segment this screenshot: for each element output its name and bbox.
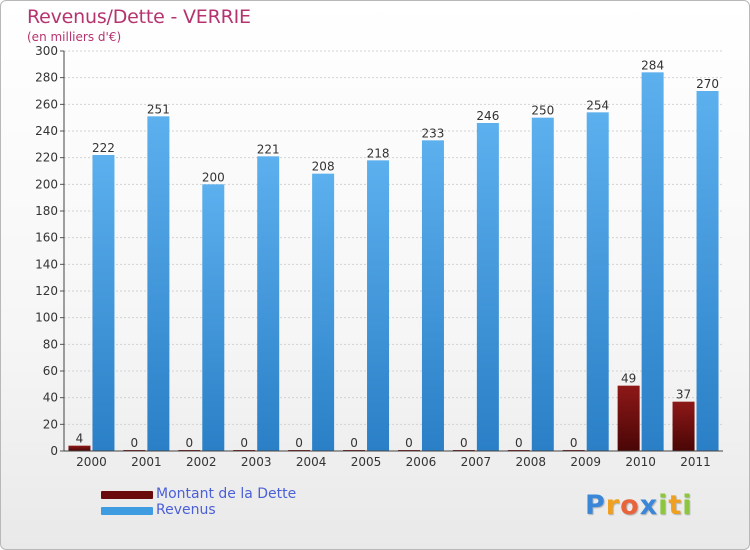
x-tick-label: 2008 (516, 455, 547, 469)
y-tick-label: 180 (35, 204, 58, 218)
x-tick-label: 2004 (296, 455, 327, 469)
chart-subtitle: (en milliers d'€) (27, 30, 122, 44)
bar-revenus (367, 160, 390, 452)
y-tick-label: 140 (35, 257, 58, 271)
y-tick-label: 280 (35, 71, 58, 85)
logo-letter: P (585, 490, 606, 521)
bar-dette (617, 385, 640, 451)
x-tick-label: 2005 (351, 455, 382, 469)
x-tick-label: 2001 (131, 455, 162, 469)
data-label-revenus: 233 (422, 126, 445, 140)
data-label-dette: 0 (460, 436, 468, 450)
legend-label-dette: Montant de la Dette (156, 486, 297, 502)
logo-letter: o (620, 490, 640, 521)
logo-letter: i (658, 490, 669, 521)
bar-revenus (531, 117, 554, 452)
data-label-revenus: 250 (531, 104, 554, 118)
data-label-revenus: 284 (641, 58, 664, 72)
bar-revenus (257, 156, 280, 452)
data-label-revenus: 251 (147, 102, 170, 116)
bar-revenus (421, 140, 444, 452)
y-axis: 0 20 40 60 80 100 120 140 160 180 200 220 240 260 280 3… (35, 44, 65, 458)
data-labels: 4 222 0 251 0 200 0 221 0 208 0 218 0 233 0 246 0 250 0 254… (76, 58, 719, 450)
data-label-dette: 49 (621, 372, 636, 386)
data-label-revenus: 218 (367, 146, 390, 160)
logo-letter: i (682, 490, 693, 521)
bar-revenus (202, 184, 225, 452)
y-tick-label: 120 (35, 284, 58, 298)
proxiti-logo: Proxiti (585, 490, 693, 521)
x-tick-label: 2007 (461, 455, 492, 469)
x-tick-label: 2009 (570, 455, 601, 469)
x-tick-label: 2006 (406, 455, 437, 469)
logo-letter: r (605, 490, 621, 521)
x-tick-label: 2002 (186, 455, 217, 469)
x-axis: 2000 2001 2002 2003 2004 2005 2006 2007 2008 2009… (64, 450, 723, 469)
y-tick-label: 100 (35, 311, 58, 325)
data-label-dette: 0 (185, 436, 193, 450)
bar-revenus (312, 173, 335, 451)
y-tick-label: 220 (35, 151, 58, 165)
data-label-dette: 37 (676, 388, 691, 402)
data-label-dette: 0 (131, 436, 139, 450)
data-label-dette: 0 (350, 436, 358, 450)
bar-revenus (147, 116, 170, 451)
y-tick-label: 0 (50, 444, 58, 458)
data-label-dette: 4 (76, 432, 84, 446)
data-label-dette: 0 (405, 436, 413, 450)
bar-revenus (92, 155, 115, 451)
legend-swatch-dette (101, 491, 153, 499)
y-tick-label: 40 (43, 391, 58, 405)
data-label-dette: 0 (515, 436, 523, 450)
bar-dette (68, 445, 91, 451)
legend-label-revenus: Revenus (156, 502, 216, 518)
y-tick-label: 160 (35, 231, 58, 245)
legend-swatch-revenus (101, 507, 153, 515)
logo-letter: t (668, 490, 683, 521)
y-tick-label: 200 (35, 177, 58, 191)
x-tick-label: 2011 (680, 455, 711, 469)
data-label-revenus: 221 (257, 142, 280, 156)
grid-lines (64, 50, 723, 452)
y-tick-label: 300 (35, 44, 58, 58)
x-tick-label: 2000 (76, 455, 107, 469)
x-tick-label: 2010 (625, 455, 656, 469)
data-label-dette: 0 (295, 436, 303, 450)
data-label-dette: 0 (570, 436, 578, 450)
data-label-revenus: 246 (476, 109, 499, 123)
y-tick-label: 60 (43, 364, 58, 378)
x-tick-label: 2003 (241, 455, 272, 469)
chart-title: Revenus/Dette - VERRIE (27, 6, 251, 28)
bar-revenus (696, 91, 719, 451)
y-tick-label: 260 (35, 97, 58, 111)
data-label-revenus: 270 (696, 77, 719, 91)
bar-dette (672, 401, 695, 451)
data-label-revenus: 200 (202, 170, 225, 184)
bar-revenus (476, 123, 499, 451)
data-label-revenus: 208 (312, 160, 335, 174)
logo-letter: x (639, 490, 659, 521)
bar-revenus (586, 112, 609, 451)
data-label-dette: 0 (240, 436, 248, 450)
data-label-revenus: 222 (92, 141, 115, 155)
y-tick-label: 20 (43, 417, 58, 431)
bar-revenus (641, 72, 664, 451)
data-label-revenus: 254 (586, 98, 609, 112)
bar-group (68, 72, 719, 452)
y-tick-label: 80 (43, 337, 58, 351)
y-tick-label: 240 (35, 124, 58, 138)
